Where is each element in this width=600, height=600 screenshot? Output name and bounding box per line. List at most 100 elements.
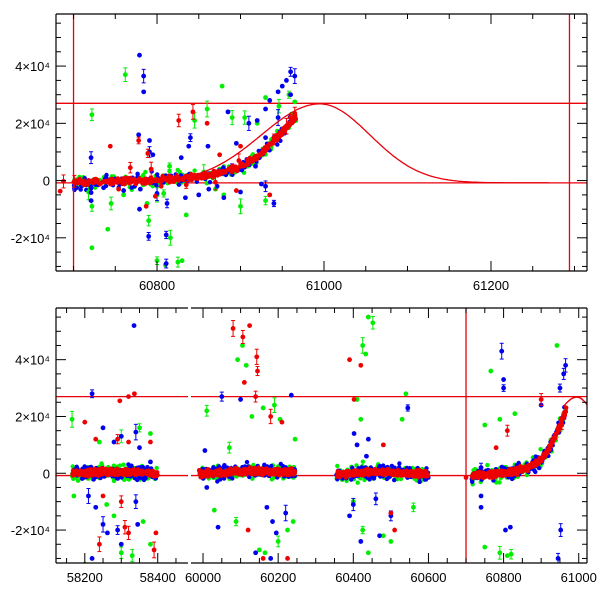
marker	[167, 163, 172, 169]
data-point-red	[72, 179, 77, 185]
marker	[273, 530, 279, 536]
marker	[178, 155, 184, 161]
data-point-green	[285, 527, 290, 533]
data-point-red	[556, 423, 561, 429]
marker	[268, 556, 274, 561]
data-point-blue	[238, 397, 243, 402]
marker	[270, 519, 275, 524]
marker	[217, 152, 223, 158]
marker	[225, 109, 231, 115]
marker	[360, 527, 366, 533]
marker	[399, 416, 405, 422]
marker	[179, 258, 185, 264]
marker	[245, 527, 251, 533]
data-point-red	[223, 170, 228, 175]
marker	[133, 499, 139, 505]
data-point-red	[388, 510, 394, 516]
data-point-blue	[188, 133, 193, 143]
data-point-red	[99, 470, 104, 475]
data-point-blue	[264, 504, 270, 510]
marker	[253, 550, 259, 556]
data-point-red	[233, 188, 239, 193]
data-point-green	[482, 422, 488, 428]
data-point-green	[140, 519, 146, 524]
marker	[100, 521, 106, 527]
data-point-red	[261, 147, 266, 152]
marker	[403, 391, 409, 397]
data-point-green	[105, 226, 111, 232]
marker	[148, 439, 153, 445]
data-point-red	[369, 471, 374, 476]
data-point-green	[192, 168, 197, 173]
marker	[411, 504, 416, 510]
marker	[497, 416, 503, 422]
data-point-red	[562, 413, 567, 418]
data-point-red	[109, 176, 115, 181]
data-point-red	[106, 178, 111, 183]
marker	[137, 186, 143, 192]
marker	[292, 436, 298, 442]
data-point-red	[71, 471, 77, 477]
axes-frame	[191, 307, 587, 564]
data-point-red	[199, 471, 204, 477]
marker	[558, 527, 564, 533]
marker	[186, 143, 192, 149]
data-point-red	[241, 379, 247, 385]
marker	[88, 198, 94, 203]
data-point-green	[226, 441, 232, 454]
marker	[148, 431, 153, 436]
axes-frame	[56, 13, 587, 272]
marker	[118, 550, 124, 556]
data-point-red	[107, 469, 112, 475]
marker	[512, 411, 518, 417]
marker	[205, 143, 211, 149]
marker	[122, 524, 128, 530]
data-point-red	[216, 468, 221, 473]
data-point-red	[282, 128, 288, 133]
x-tick-label: 60800	[486, 570, 522, 585]
marker	[137, 52, 142, 58]
x-tick-label: 60600	[410, 570, 446, 585]
data-point-red	[115, 434, 121, 445]
marker	[146, 218, 152, 224]
data-point-blue	[267, 98, 273, 103]
data-point-blue	[292, 68, 298, 84]
marker	[104, 502, 110, 507]
data-point-red	[247, 465, 253, 470]
data-point-red	[116, 186, 122, 192]
data-point-red	[349, 473, 355, 478]
marker	[105, 226, 111, 232]
marker	[127, 165, 133, 171]
data-point-blue	[137, 52, 142, 58]
marker	[152, 193, 158, 199]
data-point-blue	[288, 392, 294, 398]
marker	[242, 115, 248, 121]
data-point-green	[360, 525, 366, 535]
data-point-red	[351, 397, 357, 402]
data-point-red	[409, 473, 415, 479]
data-point-blue	[273, 530, 279, 536]
data-point-red	[285, 556, 290, 561]
data-point-blue	[147, 138, 152, 143]
data-point-red	[551, 435, 557, 441]
marker	[148, 166, 154, 172]
data-point-green	[111, 513, 117, 519]
data-point-green	[118, 546, 124, 560]
marker	[135, 521, 141, 527]
data-point-green	[108, 196, 114, 211]
data-point-blue	[270, 519, 275, 524]
data-point-green	[275, 535, 281, 548]
marker	[107, 143, 113, 149]
marker	[240, 334, 246, 340]
data-point-red	[236, 470, 241, 475]
marker	[111, 513, 117, 519]
data-point-red	[143, 471, 148, 476]
marker	[279, 83, 285, 89]
marker	[161, 191, 167, 196]
data-point-blue	[233, 140, 239, 146]
data-point-blue	[555, 552, 561, 563]
data-point-red	[263, 469, 268, 475]
data-point-blue	[388, 510, 394, 522]
data-point-blue	[89, 556, 95, 561]
data-point-green	[70, 464, 75, 469]
